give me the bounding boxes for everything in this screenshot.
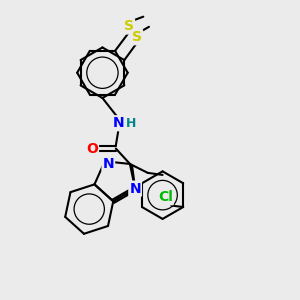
Text: N: N — [103, 157, 114, 171]
Text: O: O — [86, 142, 98, 155]
Text: N: N — [129, 182, 141, 196]
Text: H: H — [126, 117, 136, 130]
Text: S: S — [124, 20, 134, 34]
Text: N: N — [113, 116, 124, 130]
Text: Cl: Cl — [158, 190, 173, 204]
Text: S: S — [132, 30, 142, 44]
